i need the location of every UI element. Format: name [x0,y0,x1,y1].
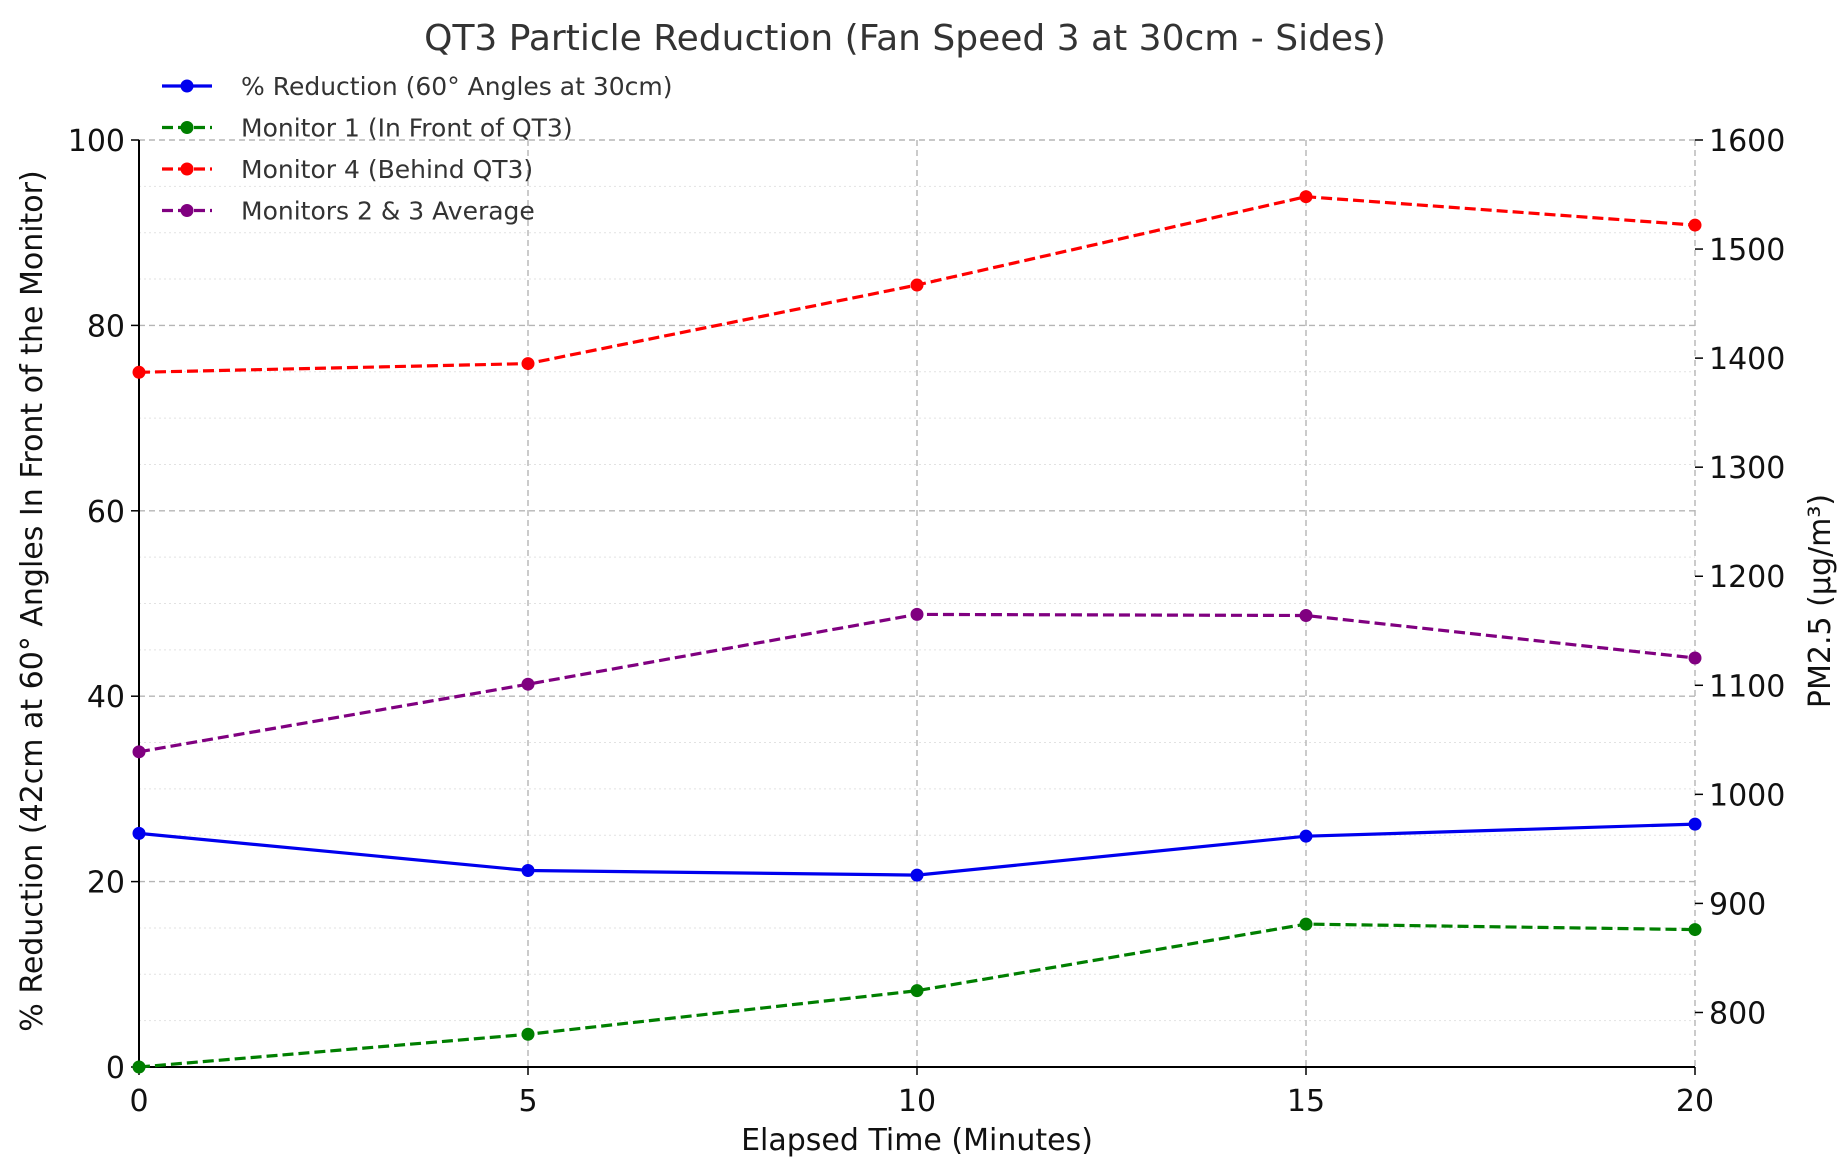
legend-label: Monitor 4 (Behind QT3) [241,155,533,184]
legend-marker [180,162,194,176]
series-monitor-4-behind-qt3 [132,190,1702,379]
series-line [138,922,1696,1069]
data-point [1299,190,1313,204]
y-right-tick-label: 1400 [1709,342,1785,377]
y-left-tick-label: 60 [87,495,125,530]
series-layer [132,190,1702,1074]
y-left-tick-label: 100 [68,124,125,159]
series-reduction-60-angles-at-30cm [132,817,1702,882]
y-left-tick-label: 40 [87,680,125,715]
x-tick-label: 15 [1287,1084,1325,1119]
data-point [521,1027,535,1041]
y-right-tick-label: 800 [1709,996,1766,1031]
legend-item: Monitor 4 (Behind QT3) [162,155,533,184]
chart-title: QT3 Particle Reduction (Fan Speed 3 at 3… [424,18,1386,59]
data-point [1299,917,1313,931]
data-point [132,745,146,759]
legend-item: Monitors 2 & 3 Average [162,197,535,226]
data-point [1688,651,1702,665]
y-right-tick-label: 900 [1709,887,1766,922]
y-left-tick-label: 0 [106,1051,125,1086]
y-right-tick-label: 1500 [1709,233,1785,268]
y-right-tick-label: 1300 [1709,451,1785,486]
x-axis-label: Elapsed Time (Minutes) [741,1123,1093,1158]
x-tick-label: 10 [898,1084,936,1119]
data-point [521,677,535,691]
legend-label: Monitor 1 (In Front of QT3) [241,114,573,143]
series-monitor-1-in-front-of-qt3 [132,917,1702,1074]
data-point [1299,608,1313,622]
tick-labels: 0 5 10 15 20 0 20 40 60 80 100 800 900 1000 1100 1200 13… [68,124,1786,1119]
legend: % Reduction (60° Angles at 30cm) Monitor … [162,72,672,226]
y-right-tick-label: 1200 [1709,560,1785,595]
data-point [1299,829,1313,843]
legend-label: % Reduction (60° Angles at 30cm) [241,72,672,101]
data-point [1688,923,1702,937]
data-point [910,278,924,292]
x-tick-label: 20 [1676,1084,1714,1119]
y-right-tick-label: 1000 [1709,778,1785,813]
data-point [132,365,146,379]
data-point [132,826,146,840]
y-left-tick-label: 20 [87,866,125,901]
grid [139,139,1696,1067]
y-right-tick-label: 1100 [1709,669,1785,704]
x-tick-label: 0 [129,1084,148,1119]
data-point [910,607,924,621]
y-left-tick-label: 80 [87,309,125,344]
y-axis-left-label: % Reduction (42cm at 60° Angles In Front… [15,170,50,1031]
series-monitors-2-3-average [132,607,1702,759]
x-tick-label: 5 [518,1084,537,1119]
data-point [1688,817,1702,831]
data-point [132,1060,146,1074]
data-point [521,863,535,877]
data-point [1688,218,1702,232]
legend-marker [180,204,194,217]
legend-label: Monitors 2 & 3 Average [241,197,535,226]
y-right-tick-label: 1600 [1709,124,1785,159]
data-point [521,357,535,371]
data-point [910,868,924,882]
legend-marker [180,79,194,93]
legend-item: % Reduction (60° Angles at 30cm) [162,72,672,101]
legend-marker [180,121,194,134]
legend-item: Monitor 1 (In Front of QT3) [162,114,573,143]
y-axis-right-label: PM2.5 (µg/m³) [1803,494,1838,708]
data-point [910,984,924,998]
